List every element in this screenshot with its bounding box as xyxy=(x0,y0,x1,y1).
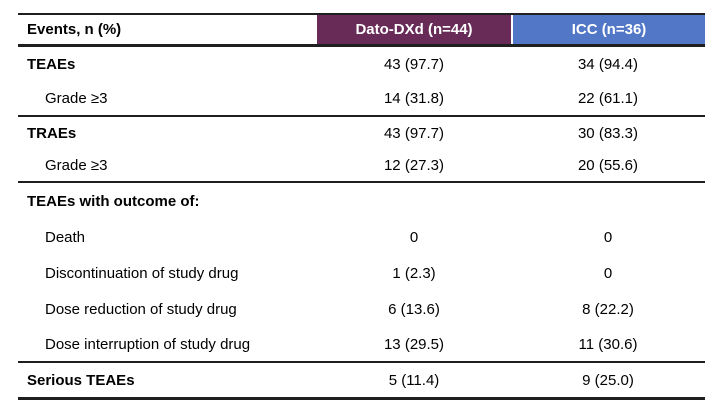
icc-value: 0 xyxy=(603,264,613,282)
dato-value: 13 (29.5) xyxy=(383,335,445,353)
table-row-teaes-outcome-header: TEAEs with outcome of: xyxy=(18,183,705,219)
row-label: Death xyxy=(45,228,86,246)
row-label: Serious TEAEs xyxy=(27,371,135,389)
header-row: Events, n (%) Dato-DXd (n=44) ICC (n=36) xyxy=(18,15,705,47)
table-row-traes-grade3: Grade ≥3 12 (27.3) 20 (55.6) xyxy=(18,150,705,183)
dato-value: 43 (97.7) xyxy=(383,125,445,142)
table-row-traes: TRAEs 43 (97.7) 30 (83.3) xyxy=(18,117,705,150)
icc-value: 22 (61.1) xyxy=(577,90,639,107)
dato-value: 6 (13.6) xyxy=(388,300,440,318)
adverse-events-table: Events, n (%) Dato-DXd (n=44) ICC (n=36)… xyxy=(18,13,705,400)
dato-value: 12 (27.3) xyxy=(383,157,445,174)
icc-value xyxy=(511,183,705,219)
dato-value xyxy=(317,183,511,219)
row-label: Grade ≥3 xyxy=(45,157,108,174)
table-row-teaes-grade3: Grade ≥3 14 (31.8) 22 (61.1) xyxy=(18,82,705,117)
row-label: Dose interruption of study drug xyxy=(45,335,251,353)
row-label: TEAEs with outcome of: xyxy=(27,192,200,210)
header-icc-cell: ICC (n=36) xyxy=(511,15,705,44)
dato-value: 1 (2.3) xyxy=(392,264,436,282)
row-label: Grade ≥3 xyxy=(45,90,108,107)
table-row-death: Death 0 0 xyxy=(18,219,705,255)
dato-value: 43 (97.7) xyxy=(383,56,445,73)
icc-value: 20 (55.6) xyxy=(577,157,639,174)
table-row-discontinuation: Discontinuation of study drug 1 (2.3) 0 xyxy=(18,255,705,291)
icc-value: 8 (22.2) xyxy=(582,300,634,318)
row-label: Discontinuation of study drug xyxy=(45,264,239,282)
table-row-dose-interruption: Dose interruption of study drug 13 (29.5… xyxy=(18,327,705,363)
header-events-label: Events, n (%) xyxy=(27,21,122,38)
row-label: TEAEs xyxy=(27,56,76,73)
row-label: TRAEs xyxy=(27,125,77,142)
icc-value: 0 xyxy=(603,228,613,246)
table-row-dose-reduction: Dose reduction of study drug 6 (13.6) 8 … xyxy=(18,291,705,327)
icc-value: 34 (94.4) xyxy=(577,56,639,73)
table-row-serious-teaes: Serious TEAEs 5 (11.4) 9 (25.0) xyxy=(18,363,705,397)
dato-value: 14 (31.8) xyxy=(383,90,445,107)
icc-value: 30 (83.3) xyxy=(577,125,639,142)
table-row-teaes: TEAEs 43 (97.7) 34 (94.4) xyxy=(18,47,705,82)
dato-value: 0 xyxy=(409,228,419,246)
icc-value: 9 (25.0) xyxy=(582,371,634,389)
header-dato-dxd-cell: Dato-DXd (n=44) xyxy=(317,15,511,44)
icc-value: 11 (30.6) xyxy=(578,335,638,353)
dato-value: 5 (11.4) xyxy=(388,371,440,389)
row-label: Dose reduction of study drug xyxy=(45,300,237,318)
